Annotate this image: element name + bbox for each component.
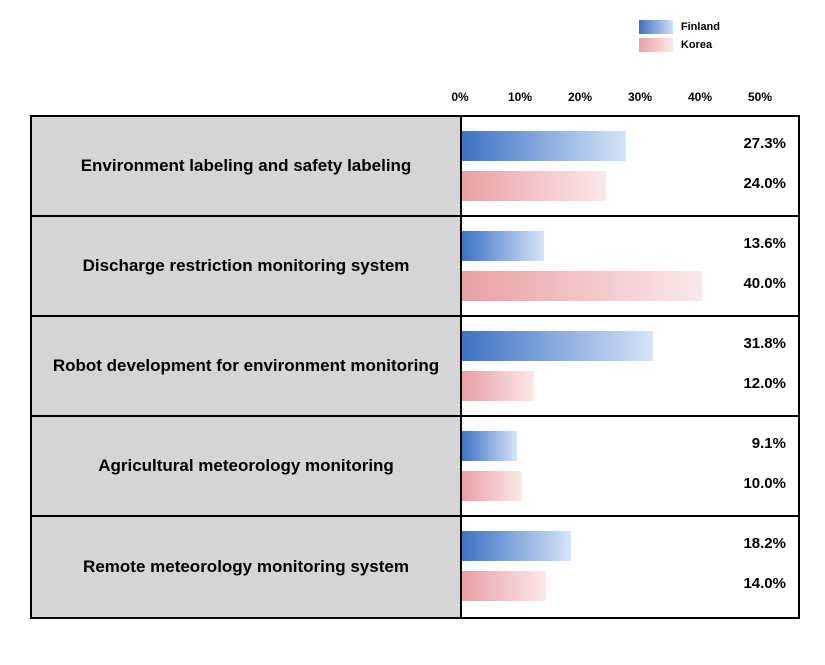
axis-tick: 0% (451, 90, 468, 104)
bar-cell: 31.8% 12.0% (462, 317, 798, 415)
legend-swatch (639, 20, 673, 34)
value-finland: 27.3% (743, 135, 786, 152)
bar-cell: 27.3% 24.0% (462, 117, 798, 215)
axis-tick: 30% (628, 90, 652, 104)
table-row: Robot development for environment monito… (32, 317, 798, 417)
value-korea: 14.0% (743, 575, 786, 592)
row-label: Discharge restriction monitoring system (83, 251, 410, 282)
value-korea: 40.0% (743, 275, 786, 292)
value-korea: 24.0% (743, 175, 786, 192)
row-label-cell: Environment labeling and safety labeling (32, 117, 462, 215)
chart-table: Environment labeling and safety labeling… (30, 115, 800, 619)
row-label-cell: Agricultural meteorology monitoring (32, 417, 462, 515)
table-row: Agricultural meteorology monitoring 9.1% 1… (32, 417, 798, 517)
bar-finland (462, 531, 571, 561)
bar-cell: 9.1% 10.0% (462, 417, 798, 515)
row-label-cell: Remote meteorology monitoring system (32, 517, 462, 617)
axis-tick: 20% (568, 90, 592, 104)
bar-finland (462, 231, 544, 261)
row-label: Agricultural meteorology monitoring (98, 451, 394, 482)
legend: Finland Korea (639, 20, 720, 56)
table-row: Remote meteorology monitoring system 18.2… (32, 517, 798, 617)
bar-korea (462, 271, 702, 301)
value-finland: 31.8% (743, 335, 786, 352)
axis-tick: 10% (508, 90, 532, 104)
table-row: Discharge restriction monitoring system 1… (32, 217, 798, 317)
legend-label: Finland (681, 21, 720, 33)
row-label: Remote meteorology monitoring system (83, 552, 409, 583)
bar-korea (462, 471, 522, 501)
value-finland: 9.1% (752, 435, 786, 452)
legend-item: Finland (639, 20, 720, 34)
legend-swatch (639, 38, 673, 52)
axis-tick: 40% (688, 90, 712, 104)
value-korea: 12.0% (743, 375, 786, 392)
table-row: Environment labeling and safety labeling… (32, 117, 798, 217)
row-label: Robot development for environment monito… (53, 351, 439, 382)
value-korea: 10.0% (743, 475, 786, 492)
legend-label: Korea (681, 39, 712, 51)
bar-finland (462, 431, 517, 461)
value-finland: 18.2% (743, 535, 786, 552)
bar-korea (462, 171, 606, 201)
bar-cell: 18.2% 14.0% (462, 517, 798, 617)
row-label: Environment labeling and safety labeling (81, 151, 412, 182)
value-finland: 13.6% (743, 235, 786, 252)
bar-korea (462, 371, 534, 401)
bar-finland (462, 331, 653, 361)
bar-korea (462, 571, 546, 601)
bar-finland (462, 131, 626, 161)
row-label-cell: Robot development for environment monito… (32, 317, 462, 415)
bar-cell: 13.6% 40.0% (462, 217, 798, 315)
legend-item: Korea (639, 38, 720, 52)
row-label-cell: Discharge restriction monitoring system (32, 217, 462, 315)
axis-tick: 50% (748, 90, 772, 104)
x-axis: 0%10%20%30%40%50% (460, 90, 800, 110)
